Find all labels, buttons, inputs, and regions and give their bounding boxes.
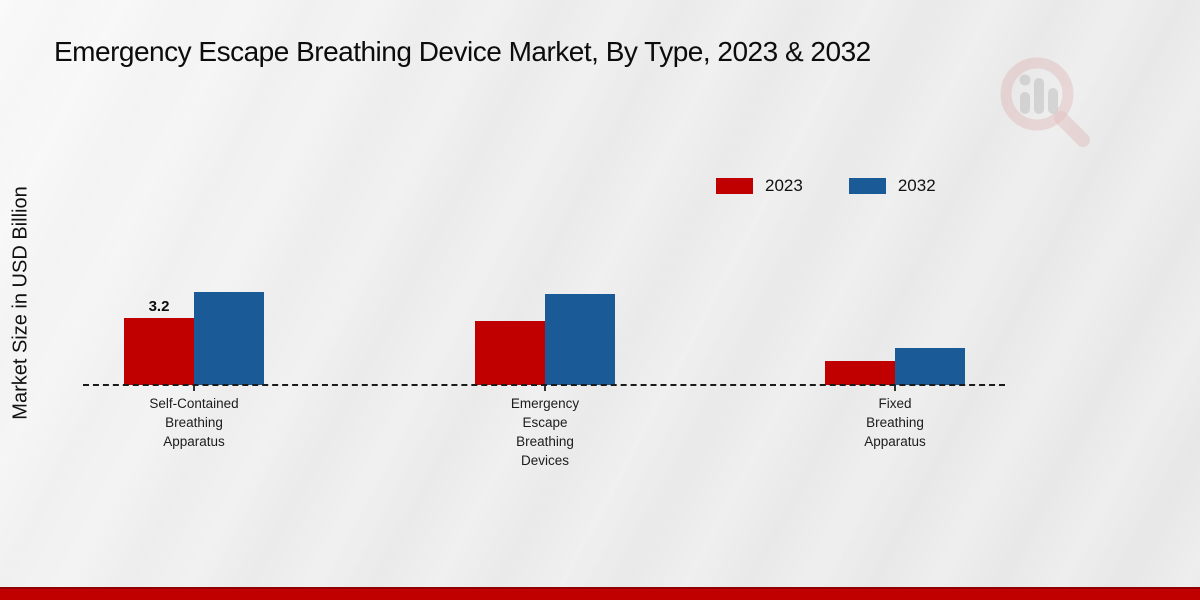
legend-label-2032: 2032 [897, 176, 936, 195]
x-axis-tick-1 [544, 385, 546, 391]
legend-swatch-2023 [716, 178, 753, 194]
legend-item-2023: 2023 [716, 176, 803, 196]
legend-swatch-2032 [848, 178, 886, 194]
bar-2023-group-1 [475, 321, 545, 385]
value-label-2023-group-0: 3.2 [148, 298, 170, 315]
footer-band [0, 587, 1200, 600]
legend: 2023 2032 [716, 176, 936, 196]
bar-2023-group-2 [825, 361, 895, 385]
bar-2032-group-1 [545, 294, 615, 385]
chart-title: Emergency Escape Breathing Device Market… [54, 36, 871, 67]
bar-2032-group-0 [194, 292, 264, 385]
legend-label-2023: 2023 [765, 176, 803, 195]
x-axis-baseline [83, 384, 1005, 386]
category-label-1: Emergency Escape Breathing Devices [510, 396, 580, 468]
category-label-2: Fixed Breathing Apparatus [864, 396, 926, 449]
bar-2023-group-0 [124, 318, 194, 385]
x-axis-tick-2 [894, 385, 896, 391]
bar-2032-group-2 [895, 348, 965, 385]
x-axis-tick-0 [193, 385, 195, 391]
category-label-0: Self-Contained Breathing Apparatus [149, 396, 239, 449]
legend-item-2032: 2032 [848, 176, 936, 196]
